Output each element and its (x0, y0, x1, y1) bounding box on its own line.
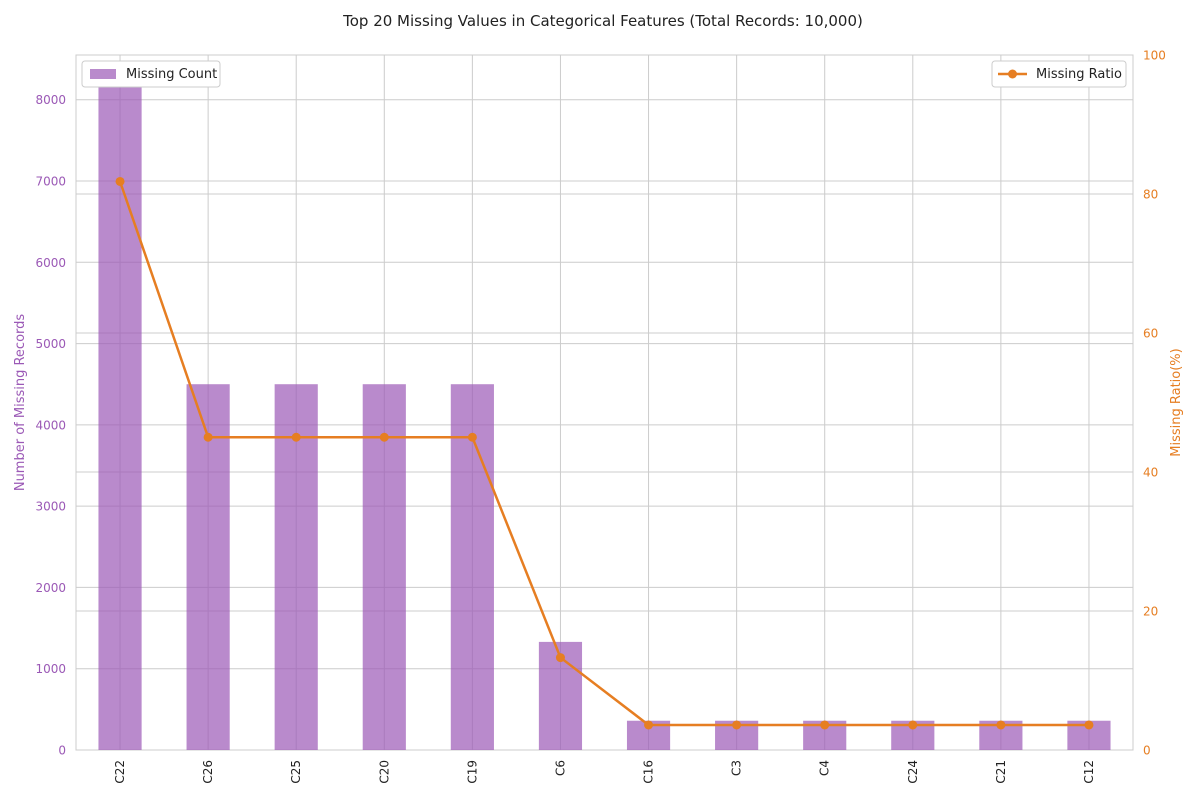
bar-C25 (274, 384, 318, 750)
grid-layer (75, 54, 1134, 751)
legend-line-marker (1008, 69, 1017, 79)
plot-frame (75, 54, 1134, 751)
bar-layer (98, 85, 1111, 750)
axis-layer: 0 1000 2000 3000 4000 5000 6000 7000 8000 0 20 40 60… (35, 49, 1165, 784)
y-tick-label-left: 0 (58, 744, 66, 758)
x-tick-label: C20 (377, 760, 391, 784)
y-tick-label-left: 3000 (35, 500, 66, 514)
legend-bar: Missing Count (81, 60, 221, 88)
y-tick-label-left: 8000 (35, 93, 66, 107)
ratio-point-C16 (644, 720, 654, 730)
y-tick-label-right: 40 (1143, 466, 1158, 480)
legend-line-label: Missing Ratio (1036, 67, 1122, 82)
x-tick-label: C25 (289, 760, 303, 784)
ratio-point-C20 (379, 432, 389, 442)
y-axis-label-left: Number of Missing Records (13, 314, 28, 492)
legend-line: Missing Ratio (991, 60, 1127, 88)
x-tick-label: C26 (201, 760, 215, 784)
bar-C22 (98, 85, 142, 750)
bar-C20 (362, 384, 406, 750)
y-tick-label-right: 80 (1143, 188, 1158, 202)
y-tick-label-left: 5000 (35, 337, 66, 351)
ratio-point-C21 (996, 720, 1006, 730)
y-tick-label-right: 100 (1143, 49, 1166, 63)
ratio-point-C3 (732, 720, 742, 730)
ratio-point-C12 (1084, 720, 1094, 730)
chart-title: Top 20 Missing Values in Categorical Fea… (342, 12, 863, 30)
ratio-point-C4 (820, 720, 830, 730)
ratio-point-C19 (467, 432, 477, 442)
x-tick-label: C3 (730, 760, 744, 776)
x-tick-label: C16 (642, 760, 656, 784)
x-tick-label: C21 (994, 760, 1008, 784)
ratio-point-C24 (908, 720, 918, 730)
ratio-line (118, 181, 1089, 727)
ratio-point-C26 (203, 432, 213, 442)
line-layer (115, 176, 1094, 730)
y-tick-label-left: 7000 (35, 174, 66, 188)
x-tick-label: C4 (818, 760, 832, 776)
x-tick-label: C19 (465, 760, 479, 784)
legend-line-frame (991, 60, 1127, 88)
y-tick-label-left: 6000 (35, 256, 66, 270)
bar-C26 (186, 384, 230, 750)
y-tick-label-left: 4000 (35, 418, 66, 432)
ratio-point-C6 (555, 653, 565, 663)
legend-bar-label: Missing Count (126, 67, 217, 82)
ratio-point-C22 (115, 176, 125, 186)
ratio-point-C25 (291, 432, 301, 442)
y-tick-label-right: 20 (1143, 605, 1158, 619)
y-tick-label-right: 60 (1143, 327, 1158, 341)
x-tick-label: C12 (1082, 760, 1096, 784)
legend-bar-swatch (90, 69, 116, 79)
x-tick-label: C22 (113, 760, 127, 784)
y-tick-label-left: 2000 (35, 581, 66, 595)
y-tick-label-right: 0 (1143, 744, 1151, 758)
y-axis-label-right: Missing Ratio(%) (1169, 348, 1184, 456)
x-tick-label: C6 (553, 760, 567, 776)
bar-C19 (450, 384, 494, 750)
x-tick-label: C24 (906, 760, 920, 784)
legend-bar-frame (81, 60, 221, 88)
y-tick-label-left: 1000 (35, 662, 66, 676)
